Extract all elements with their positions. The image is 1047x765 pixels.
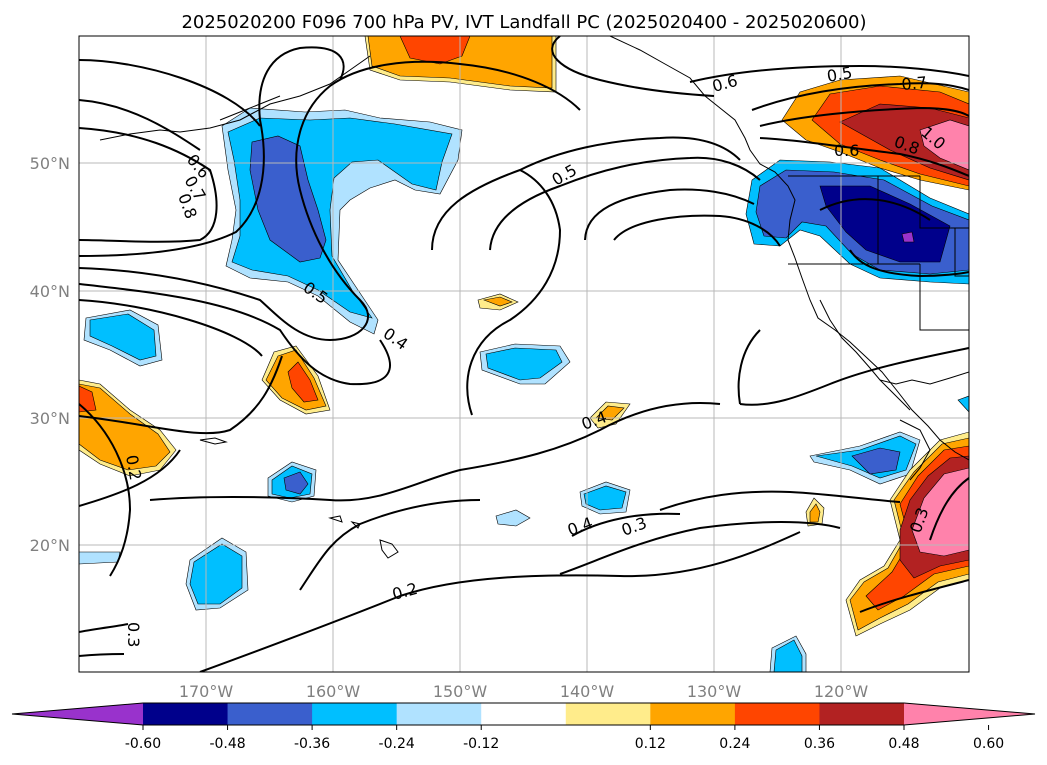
colorbar: -0.60 -0.48 -0.36 -0.24 -0.12 0.12 0.24 0.36 0.4… [11, 702, 1036, 752]
positive-field [399, 36, 471, 65]
colorbar-cells [12, 703, 1035, 725]
colorbar-cell [396, 703, 482, 725]
colorbar-cell [565, 703, 651, 725]
coastlines [99, 36, 969, 559]
colorbar-cell [650, 703, 736, 725]
negative-field [901, 231, 915, 243]
lat-label: 20°N [30, 536, 70, 555]
colorbar-ticks: -0.60 -0.48 -0.36 -0.24 -0.12 0.12 0.24 0.36 0.4… [125, 725, 1004, 752]
positive-field [595, 405, 625, 421]
colorbar-tick-label: -0.24 [379, 736, 415, 752]
colorbar-cell [819, 703, 905, 725]
figure-title: 2025020200 F096 700 hPa PV, IVT Landfall… [181, 12, 866, 33]
pv-contours [79, 36, 969, 672]
lon-label: 160°W [306, 682, 361, 701]
lat-label: 40°N [30, 282, 70, 301]
contour-label: 0.7 [901, 73, 928, 94]
colorbar-extend-low [12, 703, 143, 725]
negative-field [283, 471, 309, 495]
lon-label: 170°W [179, 682, 234, 701]
colorbar-tick-label: 0.48 [888, 736, 919, 752]
colorbar-tick-label: 0.12 [635, 736, 666, 752]
negative-field [957, 395, 969, 413]
negative-field [79, 551, 121, 565]
colorbar-tick-label: 0.36 [804, 736, 835, 752]
colorbar-cell [227, 703, 313, 725]
colorbar-tick-label: -0.48 [209, 736, 245, 752]
graticule [79, 36, 969, 672]
colorbar-cell [481, 703, 567, 725]
colorbar-tick-label: -0.12 [463, 736, 499, 752]
colorbar-cell [143, 703, 229, 725]
positive-field [809, 503, 821, 523]
map-panel: 0.6 0.7 0.8 0.5 0.4 0.5 0.6 0.5 0.7 0.8 … [79, 36, 969, 672]
contour-label: 0.2 [122, 453, 145, 481]
positive-field [79, 383, 171, 471]
lat-label: 50°N [30, 154, 70, 173]
lon-label: 120°W [814, 682, 869, 701]
colorbar-cell [312, 703, 398, 725]
map-frame [78, 35, 970, 673]
lat-label: 30°N [30, 409, 70, 428]
positive-field [919, 119, 969, 171]
positive-field [482, 296, 513, 307]
colorbar-tick-label: -0.36 [294, 736, 330, 752]
negative-field [495, 509, 531, 527]
colorbar-cell [734, 703, 820, 725]
lon-label: 150°W [433, 682, 488, 701]
negative-field [89, 313, 157, 361]
colorbar-extend-high [904, 703, 1035, 725]
contour-label: 0.6 [834, 141, 859, 160]
negative-field [583, 485, 627, 511]
positive-field [79, 385, 97, 413]
colorbar-tick-label: 0.60 [973, 736, 1004, 752]
colorbar-tick-label: -0.60 [125, 736, 161, 752]
positive-field [287, 361, 319, 403]
negative-field [485, 347, 563, 381]
negative-field [773, 639, 803, 672]
negative-field [851, 447, 901, 475]
contour-label: 0.5 [825, 63, 853, 86]
contour-label: 0.3 [124, 622, 143, 647]
lon-label: 140°W [560, 682, 615, 701]
lon-label: 130°W [687, 682, 742, 701]
colorbar-tick-label: 0.24 [719, 736, 750, 752]
latitude-labels: 50°N 40°N 30°N 20°N [30, 154, 70, 555]
longitude-labels: 170°W 160°W 150°W 140°W 130°W 120°W [179, 682, 869, 701]
negative-field [819, 185, 951, 263]
negative-field [189, 543, 243, 605]
